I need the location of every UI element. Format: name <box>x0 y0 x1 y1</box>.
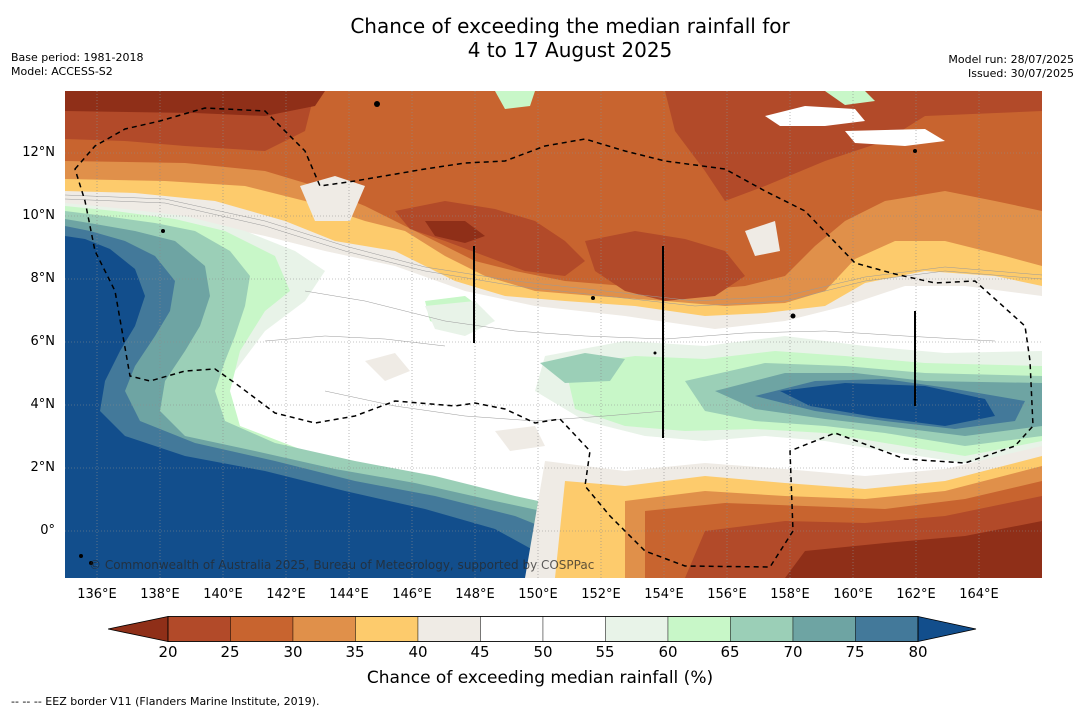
light-patch-6 <box>495 91 535 109</box>
colorbar-segment <box>542 616 606 642</box>
model-text: Model: ACCESS-S2 <box>11 65 113 78</box>
cb-tick-35: 35 <box>345 643 365 661</box>
run-info: Model run: 28/07/2025 Issued: 30/07/2025 <box>948 53 1074 81</box>
lon-label-136e: 136°E <box>77 587 117 602</box>
cb-tick-60: 60 <box>658 643 678 661</box>
model-run-text: Model run: 28/07/2025 <box>948 53 1074 66</box>
lon-label-156e: 156°E <box>707 587 747 602</box>
lon-label-160e: 160°E <box>833 587 873 602</box>
se-dry-20 <box>785 521 1042 578</box>
lon-label-150e: 150°E <box>518 587 558 602</box>
issued-text: Issued: 30/07/2025 <box>967 67 1074 80</box>
eez-footnote: -- -- -- EEZ border V11 (Flanders Marine… <box>11 695 320 708</box>
colorbar-segment <box>605 616 669 642</box>
lat-label-0: 0° <box>40 523 55 538</box>
colorbar-segment <box>230 616 294 642</box>
lon-label-158e: 158°E <box>770 587 810 602</box>
eez-border <box>74 107 1034 568</box>
contour-lines <box>65 194 1042 422</box>
lon-label-154e: 154°E <box>644 587 684 602</box>
islands <box>79 101 917 565</box>
colorbar-segment <box>417 616 481 642</box>
lon-label-146e: 146°E <box>392 587 432 602</box>
cb-tick-40: 40 <box>408 643 428 661</box>
map-title-line1: Chance of exceeding the median rainfall … <box>350 14 790 38</box>
cb-tick-80: 80 <box>908 643 928 661</box>
dry-core-d <box>65 91 325 116</box>
light-patch-3 <box>845 129 945 146</box>
cb-tick-75: 75 <box>845 643 865 661</box>
colorbar-title: Chance of exceeding median rainfall (%) <box>366 668 714 688</box>
east-wet-80 <box>780 383 995 426</box>
base-period-text: Base period: 1981-2018 <box>11 51 144 64</box>
colorbar <box>108 616 977 642</box>
mid-wet-green <box>540 353 625 383</box>
gridlines <box>65 91 1042 578</box>
rainfall-map-svg <box>65 91 1042 578</box>
grey-patch-2 <box>495 426 545 451</box>
wet-band-80 <box>65 236 555 578</box>
colorbar-arrow-low <box>108 616 169 642</box>
lat-label-10n: 10°N <box>22 208 55 223</box>
colorbar-segments <box>108 616 977 642</box>
lon-label-152e: 152°E <box>581 587 621 602</box>
colorbar-segment <box>480 616 544 642</box>
lat-label-8n: 8°N <box>30 271 56 286</box>
colorbar-segment <box>855 616 919 642</box>
map-title-line2: 4 to 17 August 2025 <box>467 38 673 62</box>
cb-tick-70: 70 <box>783 643 803 661</box>
base-info: Base period: 1981-2018 Model: ACCESS-S2 <box>11 51 143 79</box>
cb-tick-55: 55 <box>595 643 615 661</box>
lon-label-140e: 140°E <box>203 587 243 602</box>
lon-label-144e: 144°E <box>329 587 369 602</box>
lon-label-142e: 142°E <box>266 587 306 602</box>
lat-label-4n: 4°N <box>30 397 56 412</box>
cb-tick-65: 65 <box>720 643 740 661</box>
dry-core-c <box>425 221 485 243</box>
grey-patch-3 <box>425 301 495 336</box>
boundary-lines <box>473 246 916 438</box>
map-title: Chance of exceeding the median rainfall … <box>200 14 940 62</box>
dry-core-b <box>585 231 745 301</box>
grey-patch-1 <box>365 353 410 381</box>
dry-core-a <box>395 201 585 276</box>
lat-label-2n: 2°N <box>30 460 56 475</box>
rainfall-map: © Commonwealth of Australia 2025, Bureau… <box>65 91 1042 578</box>
colorbar-segment <box>292 616 356 642</box>
colorbar-segment <box>792 616 856 642</box>
lon-label-148e: 148°E <box>455 587 495 602</box>
cb-tick-30: 30 <box>283 643 303 661</box>
copyright-text: © Commonwealth of Australia 2025, Bureau… <box>89 558 595 572</box>
colorbar-outline <box>167 616 919 642</box>
colorbar-arrow-high <box>917 616 977 642</box>
cb-tick-20: 20 <box>158 643 178 661</box>
colorbar-segment <box>667 616 731 642</box>
light-patch-2 <box>825 91 875 105</box>
lat-label-12n: 12°N <box>22 145 55 160</box>
colorbar-segment <box>355 616 419 642</box>
cb-tick-25: 25 <box>220 643 240 661</box>
lat-label-6n: 6°N <box>30 334 56 349</box>
lon-label-162e: 162°E <box>896 587 936 602</box>
lon-label-138e: 138°E <box>140 587 180 602</box>
lon-label-164e: 164°E <box>959 587 999 602</box>
colorbar-segment <box>730 616 794 642</box>
cb-tick-45: 45 <box>470 643 490 661</box>
cb-tick-50: 50 <box>533 643 553 661</box>
light-patch-5 <box>745 221 780 256</box>
colorbar-segment <box>167 616 231 642</box>
